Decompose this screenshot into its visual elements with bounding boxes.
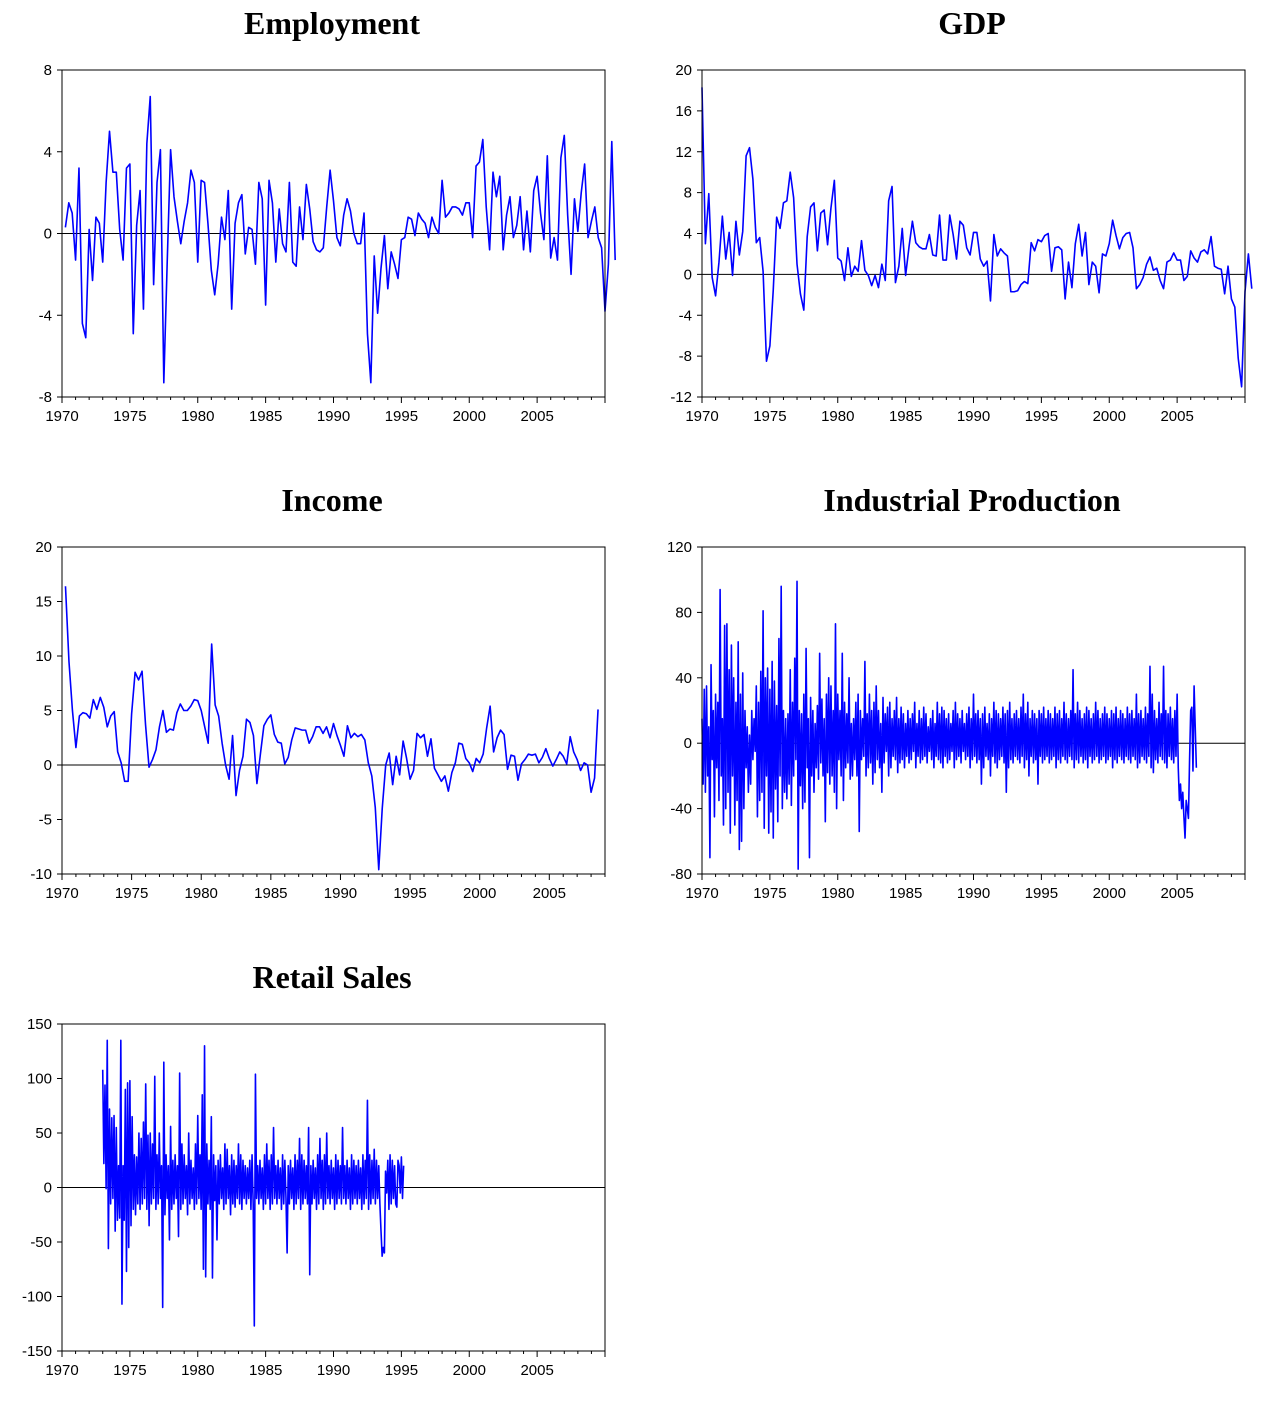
series-line (64, 586, 599, 871)
chart-title: Retail Sales (252, 959, 411, 995)
x-tick-label: 2000 (1093, 885, 1126, 902)
chart-svg: Employment 8 4 0 -4 -8 1970 1975 1980 1985 1990 199… (39, 5, 616, 425)
y-tick-label: -4 (679, 307, 692, 324)
x-tick-label: 1990 (317, 408, 350, 425)
x-tick-label: 1970 (685, 408, 718, 425)
x-tick-label: 2005 (520, 408, 553, 425)
y-tick-label: -80 (670, 866, 692, 883)
series-line (701, 87, 1253, 388)
y-tick-label: 20 (35, 539, 52, 556)
y-tick-label: 150 (27, 1016, 52, 1033)
x-tick-label: 1970 (45, 408, 78, 425)
x-tick-label: 1970 (45, 885, 78, 902)
y-tick-label: 5 (44, 703, 52, 720)
y-tick-label: -40 (670, 801, 692, 818)
y-tick-label: -10 (30, 866, 52, 883)
y-tick-label: -50 (30, 1234, 52, 1251)
x-tick-label: 1985 (249, 408, 282, 425)
x-tick-label: 1990 (957, 408, 990, 425)
x-tick-label: 2005 (1160, 885, 1193, 902)
y-tick-label: 0 (684, 735, 692, 752)
chart-svg: Income 20 15 10 5 0 -5 -10 1970 1975 1980 1985 1990 1… (30, 482, 606, 902)
x-tick-label: 1975 (113, 408, 146, 425)
y-tick-label: 10 (35, 648, 52, 665)
x-tick-label: 2000 (453, 408, 486, 425)
y-tick-label: 15 (35, 594, 52, 611)
y-tick-label: 0 (684, 266, 692, 283)
chart-panel-income: Income 20 15 10 5 0 -5 -10 1970 1975 1980 1985 1990 1… (0, 477, 640, 940)
x-tick-label: 1980 (181, 1362, 214, 1379)
plot-frame (61, 69, 606, 398)
plot-frame (61, 546, 606, 875)
x-tick-label: 1995 (1025, 408, 1058, 425)
chart-svg: GDP 20 16 12 8 4 0 -4 -8 -12 1970 1975 1980 1985 1990 1… (670, 5, 1253, 425)
x-tick-label: 2000 (453, 1362, 486, 1379)
x-tick-label: 1975 (113, 1362, 146, 1379)
y-tick-label: 20 (675, 62, 692, 79)
x-tick-label: 2005 (533, 885, 566, 902)
x-tick-label: 1975 (115, 885, 148, 902)
x-tick-label: 1980 (821, 885, 854, 902)
y-tick-label: 4 (684, 226, 692, 243)
y-tick-label: 80 (675, 604, 692, 621)
y-tick-label: -8 (39, 389, 52, 406)
x-tick-label: 2005 (520, 1362, 553, 1379)
chart-panel-retail-sales: Retail Sales 150 100 50 0 -50 -100 -150 1970 1975… (0, 954, 640, 1417)
y-tick-label: 0 (44, 757, 52, 774)
y-tick-label: 0 (44, 1180, 52, 1197)
x-tick-label: 1985 (889, 885, 922, 902)
y-tick-label: 100 (27, 1071, 52, 1088)
plot-frame (701, 69, 1246, 398)
x-tick-label: 1980 (185, 885, 218, 902)
chart-panel-industrial-production: Industrial Production 120 80 40 0 -40 -80 1970 1… (640, 477, 1280, 940)
chart-panel-employment: Employment 8 4 0 -4 -8 1970 1975 1980 1985 1990 199… (0, 0, 640, 463)
x-tick-label: 1980 (821, 408, 854, 425)
y-tick-label: -12 (670, 389, 692, 406)
x-tick-label: 1995 (1025, 885, 1058, 902)
y-tick-label: -100 (22, 1289, 52, 1306)
series-line (101, 1039, 405, 1327)
x-tick-label: 1990 (317, 1362, 350, 1379)
x-tick-label: 1970 (685, 885, 718, 902)
y-tick-label: 8 (44, 62, 52, 79)
y-tick-label: -8 (679, 348, 692, 365)
chart-svg: Industrial Production 120 80 40 0 -40 -80 1970 1… (667, 482, 1246, 902)
x-tick-label: 1975 (753, 885, 786, 902)
x-tick-label: 1975 (753, 408, 786, 425)
y-tick-label: 12 (675, 144, 692, 161)
x-tick-label: 1985 (254, 885, 287, 902)
x-tick-label: 1985 (889, 408, 922, 425)
y-tick-label: 16 (675, 103, 692, 120)
x-tick-label: 1970 (45, 1362, 78, 1379)
chart-title: Income (281, 482, 382, 518)
x-tick-label: 1985 (249, 1362, 282, 1379)
x-tick-label: 1990 (324, 885, 357, 902)
chart-panel-gdp: GDP 20 16 12 8 4 0 -4 -8 -12 1970 1975 1980 1985 1990 1… (640, 0, 1280, 463)
y-tick-label: 50 (35, 1125, 52, 1142)
chart-title: Employment (244, 5, 420, 41)
chart-title: GDP (938, 5, 1006, 41)
x-tick-label: 1995 (385, 1362, 418, 1379)
y-tick-label: 40 (675, 670, 692, 687)
x-tick-label: 2005 (1160, 408, 1193, 425)
plot-frame (61, 1023, 606, 1352)
y-tick-label: 0 (44, 226, 52, 243)
y-tick-label: -150 (22, 1343, 52, 1360)
x-tick-label: 1995 (385, 408, 418, 425)
y-tick-label: -4 (39, 307, 52, 324)
x-tick-label: 2000 (463, 885, 496, 902)
series-line (64, 95, 616, 384)
y-tick-label: 8 (684, 185, 692, 202)
chart-svg: Retail Sales 150 100 50 0 -50 -100 -150 1970 1975… (22, 959, 606, 1379)
y-tick-label: 120 (667, 539, 692, 556)
x-tick-label: 1990 (957, 885, 990, 902)
plot-frame (701, 546, 1246, 875)
y-tick-label: -5 (39, 812, 52, 829)
series-line (701, 580, 1198, 870)
x-tick-label: 1995 (393, 885, 426, 902)
chart-title: Industrial Production (823, 482, 1120, 518)
y-tick-label: 4 (44, 144, 52, 161)
x-tick-label: 1980 (181, 408, 214, 425)
x-tick-label: 2000 (1093, 408, 1126, 425)
